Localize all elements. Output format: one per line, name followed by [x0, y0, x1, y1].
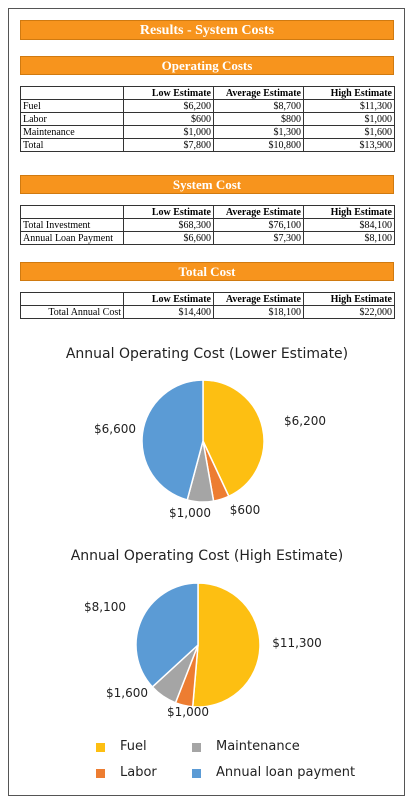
table-row: Total Annual Cost $14,400 $18,100 $22,00… [20, 305, 395, 319]
table-row: Total Investment $68,300 $76,100 $84,100 [20, 218, 395, 232]
data-label-lower-labor: $600 [230, 503, 261, 517]
data-label-lower-annual-loan-payment: $6,600 [94, 422, 136, 436]
data-label-lower-maintenance: $1,000 [169, 506, 211, 520]
table-header-row: Low Estimate Average Estimate High Estim… [20, 292, 395, 306]
operating-costs-heading: Operating Costs [20, 56, 394, 75]
data-label-lower-fuel: $6,200 [284, 414, 326, 428]
table-row: Maintenance $1,000 $1,300 $1,600 [20, 125, 395, 139]
legend-swatch [96, 743, 105, 752]
legend-swatch [96, 769, 105, 778]
table-cell: $13,900 [303, 138, 395, 152]
chart-legend: Fuel Maintenance Labor Annual loan payme… [96, 738, 386, 784]
pie-slice-high-annual-loan-payment [135, 582, 199, 688]
chart-title-lower: Annual Operating Cost (Lower Estimate) [65, 346, 349, 362]
system-cost-table: Low Estimate Average Estimate High Estim… [20, 205, 395, 245]
data-label-high-maintenance: $1,600 [106, 686, 148, 700]
table-row: Fuel $6,200 $8,700 $11,300 [20, 99, 395, 113]
total-cost-table: Low Estimate Average Estimate High Estim… [20, 292, 395, 319]
table-cell: $22,000 [303, 305, 395, 319]
legend-swatch [192, 769, 201, 778]
table-cell: $7,300 [213, 231, 304, 245]
table-cell: $7,800 [123, 138, 214, 152]
legend-label: Annual loan payment [216, 765, 356, 780]
table-row: Annual Loan Payment $6,600 $7,300 $8,100 [20, 231, 395, 245]
table-cell: $10,800 [213, 138, 304, 152]
page-title: Results - System Costs [20, 20, 394, 40]
legend-label: Fuel [120, 739, 147, 754]
table-cell: $18,100 [213, 305, 304, 319]
pie-slice-lower-fuel [202, 379, 265, 498]
pie-slice-lower-annual-loan-payment [141, 379, 204, 501]
legend-label: Labor [120, 765, 157, 780]
legend-label: Maintenance [216, 739, 300, 754]
table-cell: $8,100 [303, 231, 395, 245]
total-cost-heading: Total Cost [20, 262, 394, 281]
operating-costs-table: Low Estimate Average Estimate High Estim… [20, 86, 395, 152]
data-label-high-labor: $1,000 [167, 705, 209, 719]
pie-slice-high-fuel [191, 582, 261, 708]
data-label-high-fuel: $11,300 [272, 636, 322, 650]
system-cost-heading: System Cost [20, 175, 394, 194]
data-label-high-annual-loan-payment: $8,100 [84, 600, 126, 614]
table-row: Total $7,800 $10,800 $13,900 [20, 138, 395, 152]
row-label: Annual Loan Payment [20, 231, 124, 245]
chart-title-high: Annual Operating Cost (High Estimate) [70, 548, 344, 564]
legend-swatch [192, 743, 201, 752]
